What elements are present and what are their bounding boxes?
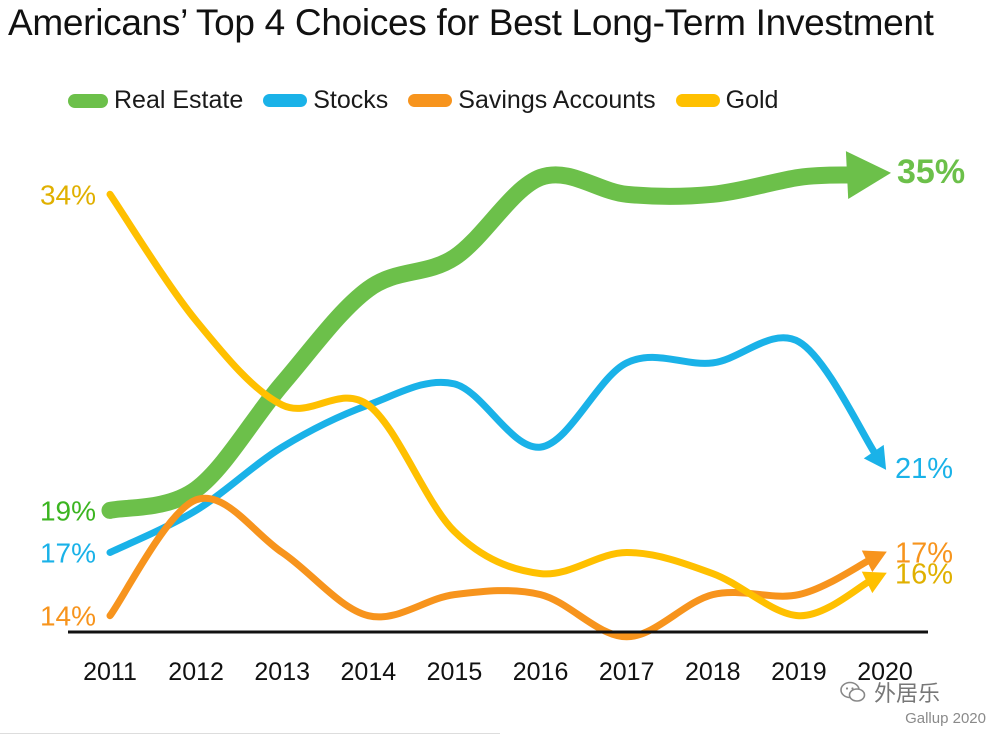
legend: Real Estate Stocks Savings Accounts Gold	[68, 86, 798, 115]
watermark-text: 外居乐	[873, 681, 940, 706]
data-labels: 19% 35% 17% 21% 14% 17% 34% 16%	[40, 153, 965, 632]
legend-label: Gold	[725, 86, 779, 114]
x-tick-label: 2017	[599, 658, 655, 686]
chart-title: Americans’ Top 4 Choices for Best Long-T…	[8, 2, 934, 43]
legend-item-stocks: Stocks	[263, 86, 388, 115]
legend-swatch	[68, 93, 108, 108]
x-tick-label: 2016	[513, 658, 569, 686]
x-tick-label: 2020	[857, 658, 913, 686]
x-axis-ticks: 2011 2012 2013 2014 2015 2016 2017 2018 2019 2020	[83, 658, 913, 686]
wechat-icon	[840, 681, 866, 702]
arrowhead-savings-accounts	[861, 550, 887, 573]
legend-item-real-estate: Real Estate	[68, 86, 243, 115]
arrowhead-gold	[861, 571, 887, 594]
series-line-gold	[106, 190, 875, 620]
x-tick-label: 2014	[341, 658, 397, 686]
start-label-gold: 34%	[40, 179, 96, 210]
end-label-savings-accounts: 17%	[895, 538, 953, 570]
start-label-real-estate: 19%	[40, 495, 96, 526]
legend-swatch	[263, 94, 308, 107]
legend-item-gold: Gold	[675, 86, 779, 115]
start-label-stocks: 17%	[40, 538, 96, 569]
start-label-savings-accounts: 14%	[40, 601, 96, 632]
divider	[0, 733, 500, 734]
series-line-stocks	[106, 334, 880, 556]
legend-item-savings-accounts: Savings Accounts	[408, 86, 656, 115]
x-tick-label: 2019	[771, 658, 827, 686]
legend-label: Stocks	[313, 86, 389, 114]
source-label: Gallup 2020	[905, 710, 986, 727]
legend-label: Savings Accounts	[458, 86, 656, 114]
arrowhead-real-estate	[845, 151, 891, 199]
x-tick-label: 2013	[254, 658, 310, 686]
end-label-real-estate: 35%	[897, 153, 965, 191]
series-lines	[101, 151, 891, 641]
arrowhead-stocks	[863, 444, 887, 470]
end-label-gold: 16%	[895, 559, 953, 591]
series-line-real-estate	[101, 166, 860, 519]
legend-swatch	[675, 94, 720, 107]
legend-label: Real Estate	[114, 86, 244, 114]
legend-swatch	[408, 94, 453, 107]
x-tick-label: 2015	[427, 658, 483, 686]
end-label-stocks: 21%	[895, 453, 953, 485]
watermark: 外居乐	[840, 676, 940, 708]
x-tick-label: 2018	[685, 658, 741, 686]
x-tick-label: 2012	[168, 658, 224, 686]
series-line-savings-accounts	[106, 494, 875, 641]
x-tick-label: 2011	[83, 658, 137, 686]
